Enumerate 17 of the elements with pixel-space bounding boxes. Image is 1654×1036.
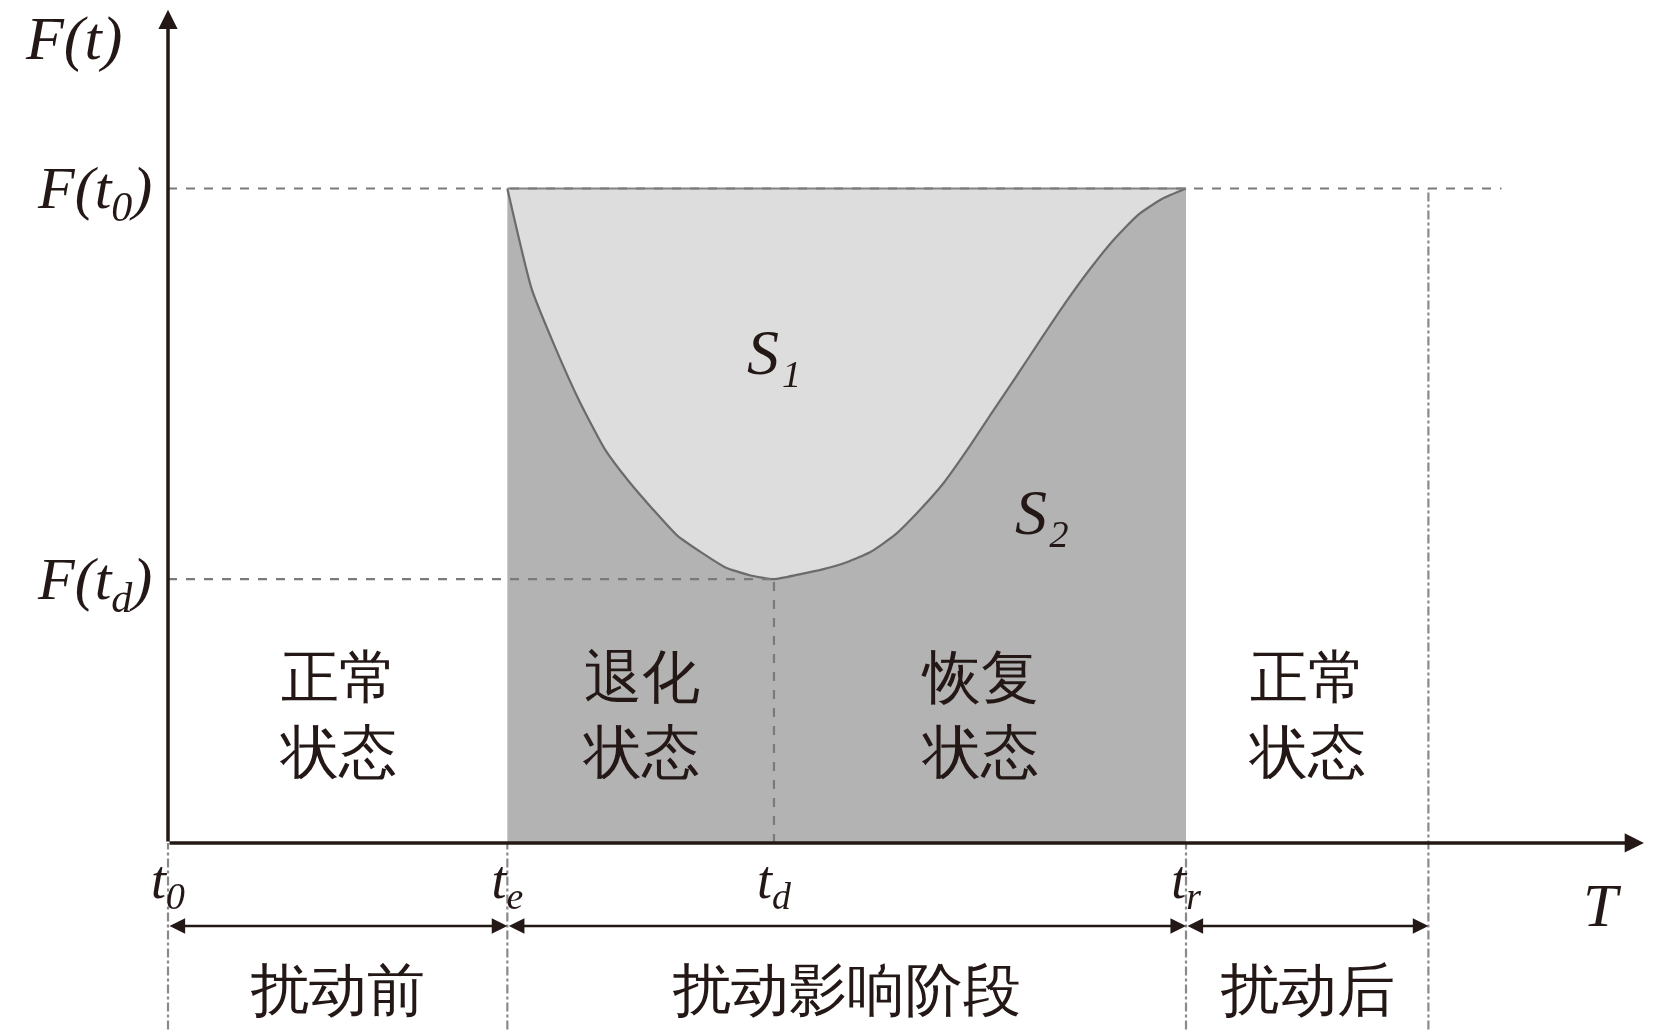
text: 扰动影响阶段 (672, 958, 1021, 1023)
annotation: 正常状态 (279, 645, 397, 786)
ref-line-label: F(t$_{d}$) (37, 546, 153, 621)
x-axis-title: T (1583, 871, 1622, 939)
text: 扰动后 (1220, 958, 1395, 1023)
y-axis-title: F(t) (25, 4, 123, 73)
annotation: 正常状态 (1248, 645, 1366, 786)
text: 扰动前 (250, 958, 425, 1023)
x-tick-label: t$_{e}$ (491, 849, 524, 918)
x-tick-label: t$_{0}$ (151, 849, 186, 918)
annotation: S₁ (747, 317, 802, 388)
ref-line-label: F(t$_{0}$) (37, 155, 153, 230)
annotation: 退化状态 (582, 645, 700, 786)
annotation: 恢复状态 (921, 645, 1039, 786)
x-tick-label: t$_{r}$ (1171, 849, 1202, 918)
x-tick-label: t$_{d}$ (757, 849, 792, 918)
annotation: S₂ (1015, 477, 1070, 548)
